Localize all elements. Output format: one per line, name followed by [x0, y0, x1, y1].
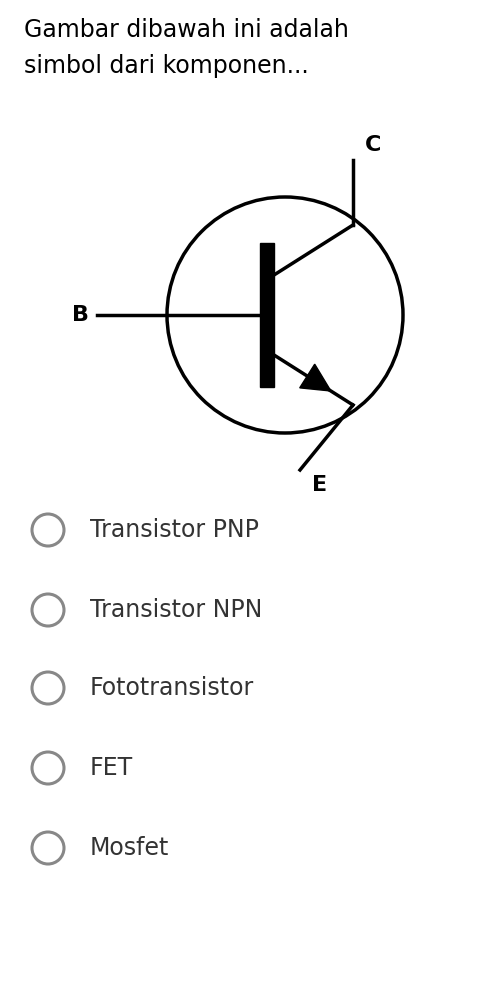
Text: B: B: [72, 305, 89, 325]
Text: Mosfet: Mosfet: [90, 836, 169, 860]
Text: Transistor PNP: Transistor PNP: [90, 518, 259, 542]
Text: FET: FET: [90, 756, 133, 780]
Text: simbol dari komponen...: simbol dari komponen...: [24, 54, 309, 78]
Text: Transistor NPN: Transistor NPN: [90, 598, 263, 622]
Text: Gambar dibawah ini adalah: Gambar dibawah ini adalah: [24, 18, 349, 42]
Text: Fototransistor: Fototransistor: [90, 676, 254, 700]
Bar: [260, 243, 274, 387]
Text: E: E: [312, 475, 327, 495]
Text: C: C: [365, 135, 382, 155]
Polygon shape: [300, 364, 331, 391]
